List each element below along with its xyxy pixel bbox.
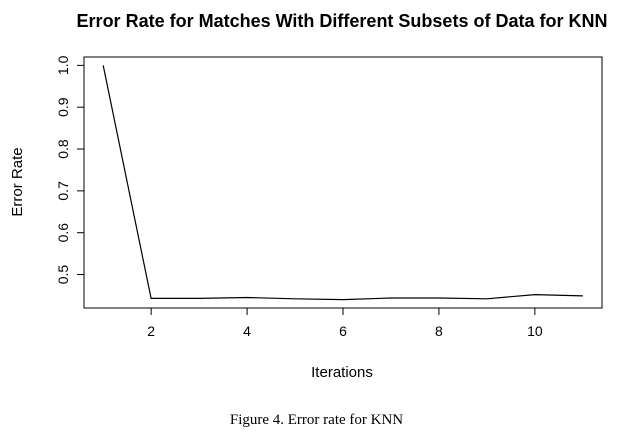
x-tick-label: 2 xyxy=(147,323,155,339)
error-rate-line xyxy=(102,65,583,301)
x-tick-label: 10 xyxy=(527,323,543,339)
y-tick-label: 0.5 xyxy=(55,265,71,285)
y-axis-label: Error Rate xyxy=(9,147,26,216)
y-axis: 0.5 0.6 0.7 0.8 0.9 1.0 xyxy=(55,55,85,285)
figure-caption: Figure 4. Error rate for KNN xyxy=(229,412,404,428)
x-tick-label: 6 xyxy=(339,323,347,339)
chart-title: Error Rate for Matches With Different Su… xyxy=(77,11,608,31)
x-tick-label: 8 xyxy=(435,323,443,339)
x-axis-label: Iterations xyxy=(311,364,373,381)
series-layer xyxy=(102,65,583,301)
x-axis: 2 4 6 8 10 xyxy=(147,307,543,339)
y-tick-label: 0.7 xyxy=(55,181,71,201)
plot-frame xyxy=(83,56,603,309)
y-tick-label: 0.9 xyxy=(55,97,71,117)
x-tick-label: 4 xyxy=(243,323,251,339)
y-tick-label: 1.0 xyxy=(55,55,71,75)
y-tick-label: 0.6 xyxy=(55,223,71,243)
y-tick-label: 0.8 xyxy=(55,139,71,159)
